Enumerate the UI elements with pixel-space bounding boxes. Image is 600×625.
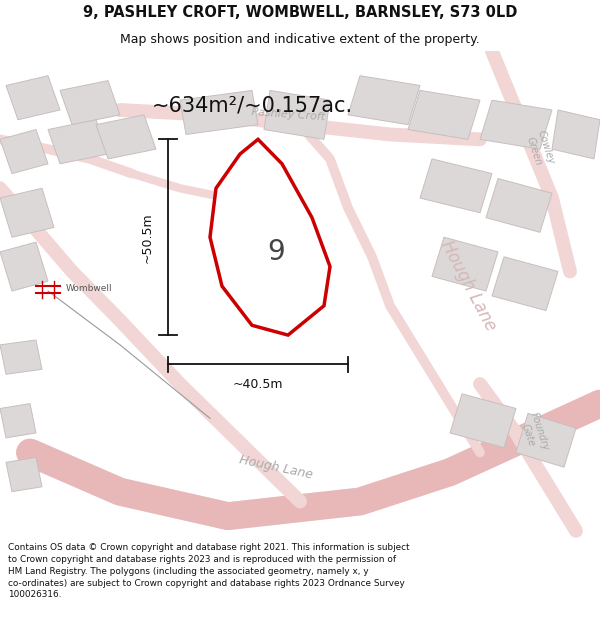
Polygon shape xyxy=(516,413,576,468)
Text: Wombwell: Wombwell xyxy=(66,284,113,293)
Text: Hough Lane: Hough Lane xyxy=(238,453,314,481)
Polygon shape xyxy=(96,115,156,159)
Text: ~40.5m: ~40.5m xyxy=(233,378,283,391)
Text: Pashley Croft: Pashley Croft xyxy=(251,107,325,122)
Text: ~50.5m: ~50.5m xyxy=(140,212,154,262)
Polygon shape xyxy=(210,139,330,335)
Polygon shape xyxy=(552,110,600,159)
Polygon shape xyxy=(450,394,516,448)
Polygon shape xyxy=(0,242,48,291)
Polygon shape xyxy=(348,76,420,124)
Text: ~634m²/~0.157ac.: ~634m²/~0.157ac. xyxy=(151,95,353,115)
Polygon shape xyxy=(48,120,108,164)
Polygon shape xyxy=(0,129,48,174)
Text: 9: 9 xyxy=(267,238,285,266)
Polygon shape xyxy=(408,91,480,139)
Text: Hough Lane: Hough Lane xyxy=(437,238,499,334)
Polygon shape xyxy=(420,159,492,212)
Polygon shape xyxy=(264,91,330,139)
Polygon shape xyxy=(0,404,36,438)
Text: 9, PASHLEY CROFT, WOMBWELL, BARNSLEY, S73 0LD: 9, PASHLEY CROFT, WOMBWELL, BARNSLEY, S7… xyxy=(83,5,517,20)
Polygon shape xyxy=(0,340,42,374)
Polygon shape xyxy=(6,458,42,492)
Text: Foundry
Gate: Foundry Gate xyxy=(518,411,550,455)
Polygon shape xyxy=(480,100,552,149)
Text: Map shows position and indicative extent of the property.: Map shows position and indicative extent… xyxy=(120,34,480,46)
Polygon shape xyxy=(486,179,552,232)
Text: Cowley
Green: Cowley Green xyxy=(524,129,556,169)
Polygon shape xyxy=(492,257,558,311)
Polygon shape xyxy=(60,81,120,124)
Polygon shape xyxy=(432,238,498,291)
Polygon shape xyxy=(6,76,60,120)
Polygon shape xyxy=(0,188,54,238)
Text: Contains OS data © Crown copyright and database right 2021. This information is : Contains OS data © Crown copyright and d… xyxy=(8,543,409,599)
Polygon shape xyxy=(180,91,258,134)
